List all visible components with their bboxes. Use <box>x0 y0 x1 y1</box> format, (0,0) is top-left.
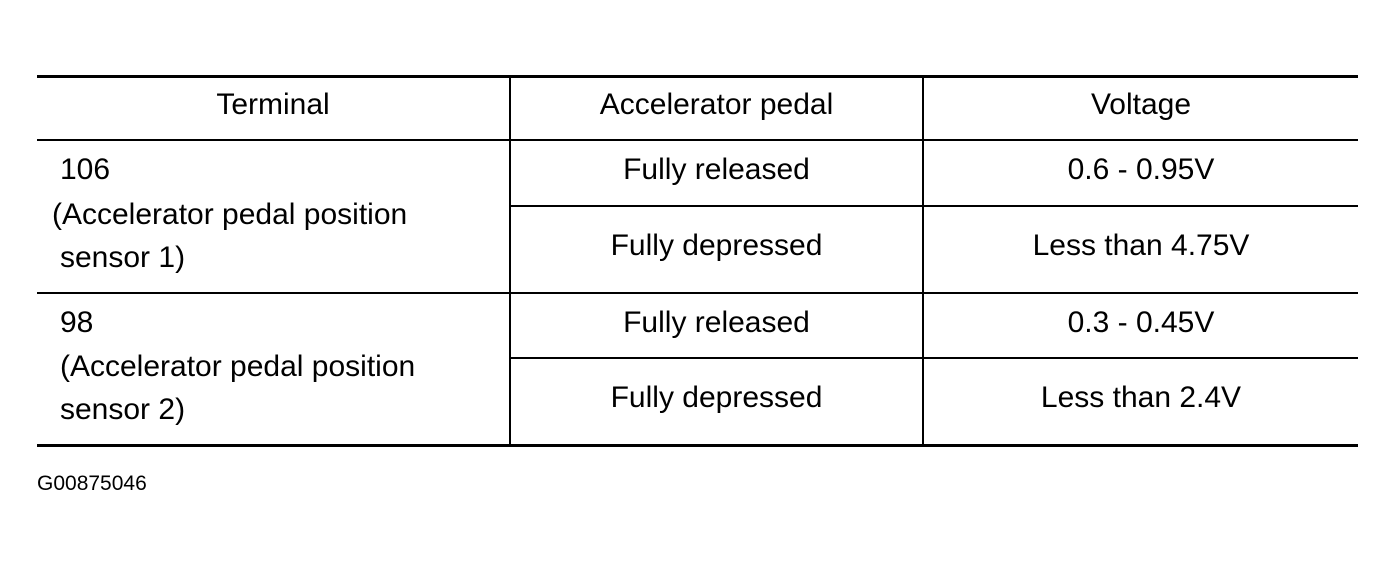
row-divider <box>510 357 1358 359</box>
terminal-description: (Accelerator pedal position <box>60 350 416 383</box>
table-top-border <box>37 75 1358 78</box>
column-divider <box>922 77 924 445</box>
group-divider <box>37 292 1358 294</box>
header-voltage: Voltage <box>1090 88 1192 121</box>
terminal-number: 106 <box>60 153 111 186</box>
voltage-value: Less than 2.4V <box>1040 381 1242 414</box>
voltage-value: 0.6 - 0.95V <box>1067 153 1215 186</box>
header-divider <box>37 139 1358 141</box>
pedal-state: Fully released <box>623 306 810 339</box>
table-bottom-border <box>37 444 1358 447</box>
pedal-state: Fully depressed <box>610 381 823 414</box>
figure-id: G00875046 <box>37 472 147 495</box>
pedal-state: Fully depressed <box>610 229 823 262</box>
pedal-state: Fully released <box>623 153 810 186</box>
terminal-description: sensor 2) <box>60 393 186 426</box>
column-divider <box>509 77 511 445</box>
header-terminal: Terminal <box>216 88 330 121</box>
voltage-value: Less than 4.75V <box>1032 229 1250 262</box>
voltage-value: 0.3 - 0.45V <box>1067 306 1215 339</box>
header-accelerator-pedal: Accelerator pedal <box>599 88 834 121</box>
row-divider <box>510 205 1358 207</box>
terminal-description: sensor 1) <box>60 241 186 274</box>
terminal-description: (Accelerator pedal position <box>52 198 408 231</box>
terminal-number: 98 <box>60 306 94 339</box>
